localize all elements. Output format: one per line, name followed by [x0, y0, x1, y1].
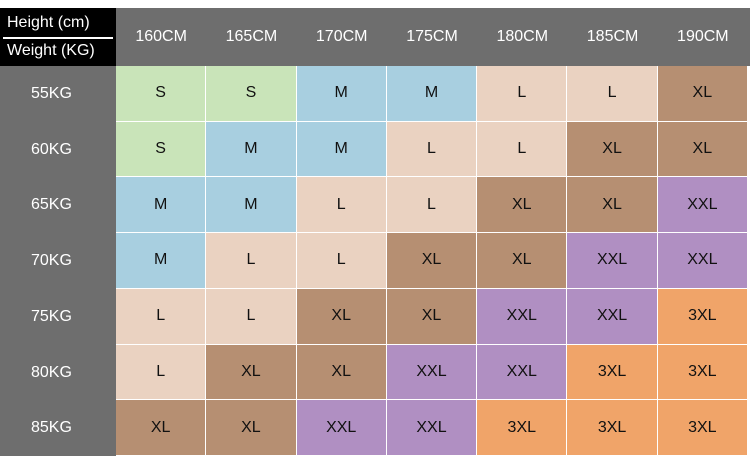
size-cell: XL [206, 344, 297, 401]
size-cell: 3XL [567, 400, 658, 456]
size-cell: 3XL [567, 344, 658, 401]
size-cell: XL [116, 400, 207, 456]
weight-row-header: 55KG [31, 85, 72, 102]
weight-row-header: 85KG [31, 419, 72, 437]
size-cell: 3XL [657, 400, 748, 456]
weight-row-header: 70KG [31, 252, 72, 270]
size-cell: XXL [657, 177, 748, 234]
size-cell: XXL [296, 400, 387, 456]
size-cell: L [116, 344, 207, 401]
height-column-header: 160CM [135, 28, 187, 45]
size-cell: XL [567, 177, 658, 234]
size-cell: XL [567, 121, 658, 178]
size-cell: XXL [657, 233, 748, 289]
size-cell: L [296, 177, 387, 234]
size-cell: M [206, 121, 297, 178]
size-cell: L [386, 121, 478, 178]
size-cell: M [296, 121, 387, 178]
size-cell: M [116, 233, 207, 289]
size-cell: S [116, 121, 207, 178]
size-cell: XL [477, 233, 568, 289]
size-cell: L [477, 66, 568, 122]
size-cell: XXL [567, 233, 658, 289]
height-column-header: 190CM [677, 28, 729, 45]
size-cell: XXL [386, 400, 478, 456]
size-cell: S [116, 66, 207, 122]
weight-row-headers: 55KG 60KG 65KG 70KG 75KG 80KG 85KG [0, 66, 116, 456]
size-cell: XL [657, 66, 748, 122]
size-cell: XL [296, 344, 387, 401]
size-cell: XL [206, 400, 297, 456]
height-column-header: 175CM [406, 28, 458, 45]
weight-axis-label: Weight (KG) [3, 37, 113, 61]
corner-header: Height (cm) Weight (KG) [0, 8, 116, 66]
size-cell: XL [477, 177, 568, 234]
size-cell: M [116, 177, 207, 234]
size-cell: M [386, 66, 478, 122]
height-column-header: 185CM [586, 28, 639, 45]
height-axis-label: Height (cm) [3, 11, 113, 35]
height-column-headers: 160CM 165CM 170CM 175CM 180CM 185CM 190CM [116, 8, 750, 66]
size-cell: S [206, 66, 297, 122]
weight-row-header: 75KG [31, 307, 72, 325]
height-column-header: 170CM [315, 28, 368, 45]
size-cell: XL [386, 288, 478, 345]
size-cell: L [386, 177, 478, 234]
size-cell: L [206, 288, 297, 345]
size-cell: XL [386, 233, 478, 289]
height-column-header: 180CM [496, 28, 549, 45]
size-cell: L [116, 288, 207, 345]
size-cell: L [206, 233, 297, 289]
height-column-header: 165CM [225, 28, 278, 45]
size-cell: XXL [477, 288, 568, 345]
weight-row-header: 60KG [31, 140, 72, 158]
size-cell: 3XL [657, 344, 748, 401]
size-cell: 3XL [657, 288, 748, 345]
size-cell: 3XL [477, 400, 568, 456]
size-cell: L [296, 233, 387, 289]
size-cell: M [296, 66, 387, 122]
size-cell: XXL [567, 288, 658, 345]
size-cell: XXL [477, 344, 568, 401]
size-cell: L [567, 66, 658, 122]
weight-row-header: 65KG [31, 196, 72, 214]
size-cell: XL [296, 288, 387, 345]
table-right-edge [748, 66, 750, 456]
size-cell: XL [657, 121, 748, 178]
size-cell: M [206, 177, 297, 234]
size-cell: L [477, 121, 568, 178]
size-cell: XXL [386, 344, 478, 401]
weight-row-header: 80KG [31, 363, 72, 381]
